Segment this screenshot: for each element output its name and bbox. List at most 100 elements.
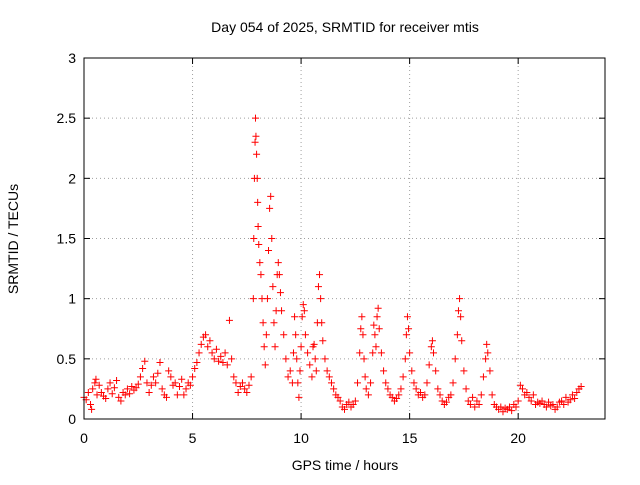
data-point-marker [374, 304, 382, 312]
data-point-marker [361, 373, 369, 381]
data-point-marker [311, 355, 319, 363]
data-point-marker [195, 349, 203, 357]
data-point-marker [516, 381, 524, 389]
data-point-marker [484, 349, 492, 357]
data-point-marker [384, 385, 392, 393]
data-point-marker [197, 340, 205, 348]
x-tick-label: 10 [293, 430, 309, 446]
data-point-marker [364, 391, 372, 399]
data-point-marker [421, 391, 429, 399]
data-point-marker [434, 385, 442, 393]
data-point-marker [178, 375, 186, 383]
data-point-marker [375, 325, 383, 333]
data-point-marker [304, 349, 312, 357]
data-point-marker [217, 352, 225, 360]
data-point-marker [312, 367, 320, 375]
data-point-marker [156, 358, 164, 366]
data-point-marker [471, 403, 479, 411]
data-point-marker [519, 385, 527, 393]
data-point-marker [208, 349, 216, 357]
data-point-marker [247, 373, 255, 381]
data-point-marker [349, 401, 357, 409]
data-point-marker [298, 313, 306, 321]
x-tick-label: 15 [402, 430, 418, 446]
data-point-marker [299, 301, 307, 309]
data-point-marker [416, 389, 424, 397]
data-point-marker [104, 385, 112, 393]
data-point-marker [106, 379, 114, 387]
data-point-marker [223, 361, 231, 369]
data-point-marker [321, 355, 329, 363]
data-point-marker [405, 325, 413, 333]
data-point-marker [403, 313, 411, 321]
data-point-marker [356, 349, 364, 357]
data-point-marker [108, 390, 116, 398]
data-point-marker [497, 403, 505, 411]
data-point-marker [173, 391, 181, 399]
data-point-marker [232, 379, 240, 387]
data-point-marker [182, 385, 190, 393]
data-point-marker [132, 384, 140, 392]
data-point-marker [128, 383, 136, 391]
data-point-marker [545, 398, 553, 406]
data-point-marker [449, 379, 457, 387]
data-point-marker [473, 397, 481, 405]
data-point-marker [165, 367, 173, 375]
data-point-marker [460, 367, 468, 375]
data-point-marker [123, 385, 131, 393]
data-point-marker [336, 397, 344, 405]
data-point-marker [412, 385, 420, 393]
data-point-marker [523, 389, 531, 397]
data-point-marker [95, 381, 103, 389]
data-point-marker [486, 367, 494, 375]
data-point-marker [117, 397, 125, 405]
data-point-marker [189, 373, 197, 381]
data-point-marker [553, 403, 561, 411]
data-point-marker [327, 379, 335, 387]
data-point-marker [295, 393, 303, 401]
data-point-marker [430, 349, 438, 357]
y-axis-label: SRMTID / TECUs [5, 184, 21, 294]
data-point-marker [427, 343, 435, 351]
data-point-marker [562, 393, 570, 401]
data-point-marker [251, 114, 259, 122]
data-point-marker [256, 259, 264, 267]
data-point-marker [428, 337, 436, 345]
data-point-marker [91, 379, 99, 387]
data-point-marker [152, 379, 160, 387]
data-point-marker [149, 373, 157, 381]
x-tick-label: 5 [189, 430, 197, 446]
data-point-marker [139, 364, 147, 372]
data-point-marker [402, 331, 410, 339]
data-point-marker [447, 391, 455, 399]
data-point-marker [84, 389, 92, 397]
data-point-marker [162, 393, 170, 401]
data-point-marker [399, 373, 407, 381]
data-point-marker [314, 283, 322, 291]
data-point-marker [206, 337, 214, 345]
data-point-marker [566, 396, 574, 404]
data-point-marker [291, 313, 299, 321]
data-point-marker [527, 397, 535, 405]
data-point-marker [255, 241, 263, 249]
data-point-marker [262, 331, 270, 339]
data-point-marker [432, 367, 440, 375]
data-point-marker [280, 331, 288, 339]
data-point-marker [542, 403, 550, 411]
data-point-marker [482, 355, 490, 363]
data-point-marker [234, 389, 242, 397]
data-point-marker [212, 345, 220, 353]
data-point-marker [371, 331, 379, 339]
data-point-marker [406, 349, 414, 357]
data-point-marker [252, 132, 260, 140]
data-point-marker [479, 373, 487, 381]
data-point-marker [317, 295, 325, 303]
data-point-marker [308, 373, 316, 381]
data-point-marker [167, 373, 175, 381]
data-point-marker [367, 379, 375, 387]
data-point-marker [266, 204, 274, 212]
data-point-marker [538, 397, 546, 405]
y-tick-label: 2.5 [57, 110, 77, 126]
data-point-marker [443, 398, 451, 406]
